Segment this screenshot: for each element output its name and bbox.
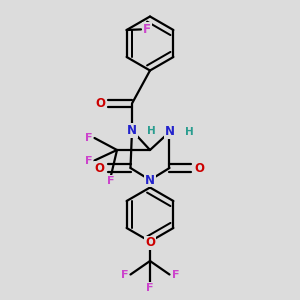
Text: N: N <box>164 125 175 139</box>
Text: F: F <box>143 23 151 36</box>
Text: F: F <box>85 133 93 143</box>
Text: H: H <box>147 125 156 136</box>
Text: O: O <box>194 161 204 175</box>
Text: O: O <box>95 97 106 110</box>
Text: N: N <box>145 173 155 187</box>
Text: F: F <box>146 283 154 293</box>
Text: O: O <box>94 161 105 175</box>
Text: O: O <box>145 236 155 250</box>
Text: F: F <box>172 269 179 280</box>
Text: F: F <box>121 269 128 280</box>
Text: H: H <box>184 127 194 137</box>
Text: N: N <box>127 124 137 137</box>
Text: F: F <box>107 176 115 186</box>
Text: F: F <box>85 155 93 166</box>
